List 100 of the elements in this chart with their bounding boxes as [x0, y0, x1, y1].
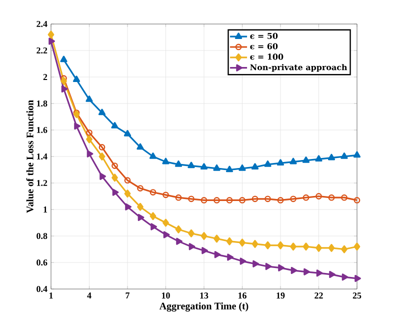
y-tick-label: 1.6 — [36, 126, 48, 134]
point — [124, 177, 131, 184]
x-tick-label: 19 — [276, 292, 285, 299]
y-tick-label: 2 — [43, 74, 48, 80]
point — [238, 164, 246, 171]
point — [214, 197, 220, 204]
point — [86, 135, 92, 144]
point — [316, 244, 322, 252]
point — [251, 163, 259, 170]
point — [302, 242, 310, 251]
point — [174, 160, 182, 167]
point — [226, 237, 233, 246]
x-tick-label: 16 — [238, 292, 246, 299]
y-axis-title: Value of the Loss Function — [26, 100, 34, 213]
y-tick-label: 0.6 — [36, 259, 48, 266]
point — [264, 241, 271, 250]
point — [150, 212, 156, 220]
point — [61, 85, 68, 92]
x-tick-label: 10 — [162, 292, 170, 299]
point — [98, 144, 106, 150]
point — [163, 231, 170, 238]
point — [304, 268, 310, 276]
point — [150, 189, 156, 196]
point — [354, 242, 360, 251]
point — [353, 151, 361, 158]
point — [188, 196, 194, 202]
point — [200, 232, 208, 240]
point — [213, 164, 220, 171]
point — [290, 196, 296, 202]
point — [328, 194, 335, 201]
point — [278, 264, 284, 272]
point — [98, 152, 106, 160]
point — [200, 163, 208, 170]
point — [202, 247, 208, 254]
point — [200, 197, 208, 204]
point — [252, 260, 259, 268]
y-tick-label: 1.4 — [36, 153, 48, 160]
point — [329, 270, 336, 278]
point — [175, 225, 182, 234]
x-axis-title: Aggregation Time (t) — [159, 302, 248, 312]
point — [188, 243, 196, 250]
point — [252, 240, 258, 248]
point — [150, 223, 157, 230]
point — [277, 197, 284, 204]
point — [124, 130, 132, 136]
x-tick-label: 4 — [87, 292, 92, 298]
point — [277, 241, 284, 250]
point — [214, 250, 221, 258]
point — [264, 160, 272, 167]
point — [48, 38, 55, 45]
point — [316, 270, 323, 277]
point — [341, 194, 348, 201]
point — [226, 197, 233, 204]
point — [316, 193, 322, 200]
point — [315, 155, 322, 162]
point — [264, 196, 271, 202]
point — [175, 194, 182, 201]
x-tick-label: 1 — [49, 292, 53, 298]
point — [60, 56, 68, 62]
x-tick-label: 25 — [352, 292, 362, 299]
point — [48, 30, 54, 39]
point — [138, 214, 144, 222]
point — [86, 150, 94, 158]
point — [328, 244, 335, 252]
point — [342, 274, 348, 281]
point — [86, 129, 92, 136]
point — [252, 196, 258, 202]
point — [100, 172, 106, 180]
x-tick-label: 7 — [126, 292, 130, 298]
point — [72, 76, 80, 82]
point — [73, 110, 80, 118]
y-tick-label: 1 — [44, 206, 48, 212]
point — [188, 162, 195, 168]
point — [176, 238, 182, 245]
y-tick-label: 0.8 — [36, 232, 48, 240]
point — [125, 203, 132, 210]
point — [341, 245, 348, 254]
point — [162, 158, 170, 164]
point — [302, 194, 310, 201]
y-tick-label: 2.4 — [36, 20, 48, 28]
point — [74, 122, 80, 130]
point — [112, 174, 118, 182]
y-tick-label: 1.8 — [36, 100, 48, 107]
y-tick-label: 0.4 — [36, 286, 48, 292]
y-tick-label: 2.2 — [36, 47, 48, 54]
point — [290, 266, 298, 274]
point — [302, 156, 310, 163]
point — [86, 96, 93, 102]
point — [124, 190, 131, 198]
point — [149, 152, 157, 159]
point — [354, 274, 361, 282]
x-tick-label: 13 — [200, 292, 208, 299]
point — [98, 108, 106, 116]
point — [290, 158, 297, 164]
point — [227, 254, 234, 261]
point — [136, 143, 144, 150]
point — [137, 185, 144, 192]
point — [265, 262, 272, 270]
point — [328, 154, 336, 160]
point — [214, 234, 220, 243]
